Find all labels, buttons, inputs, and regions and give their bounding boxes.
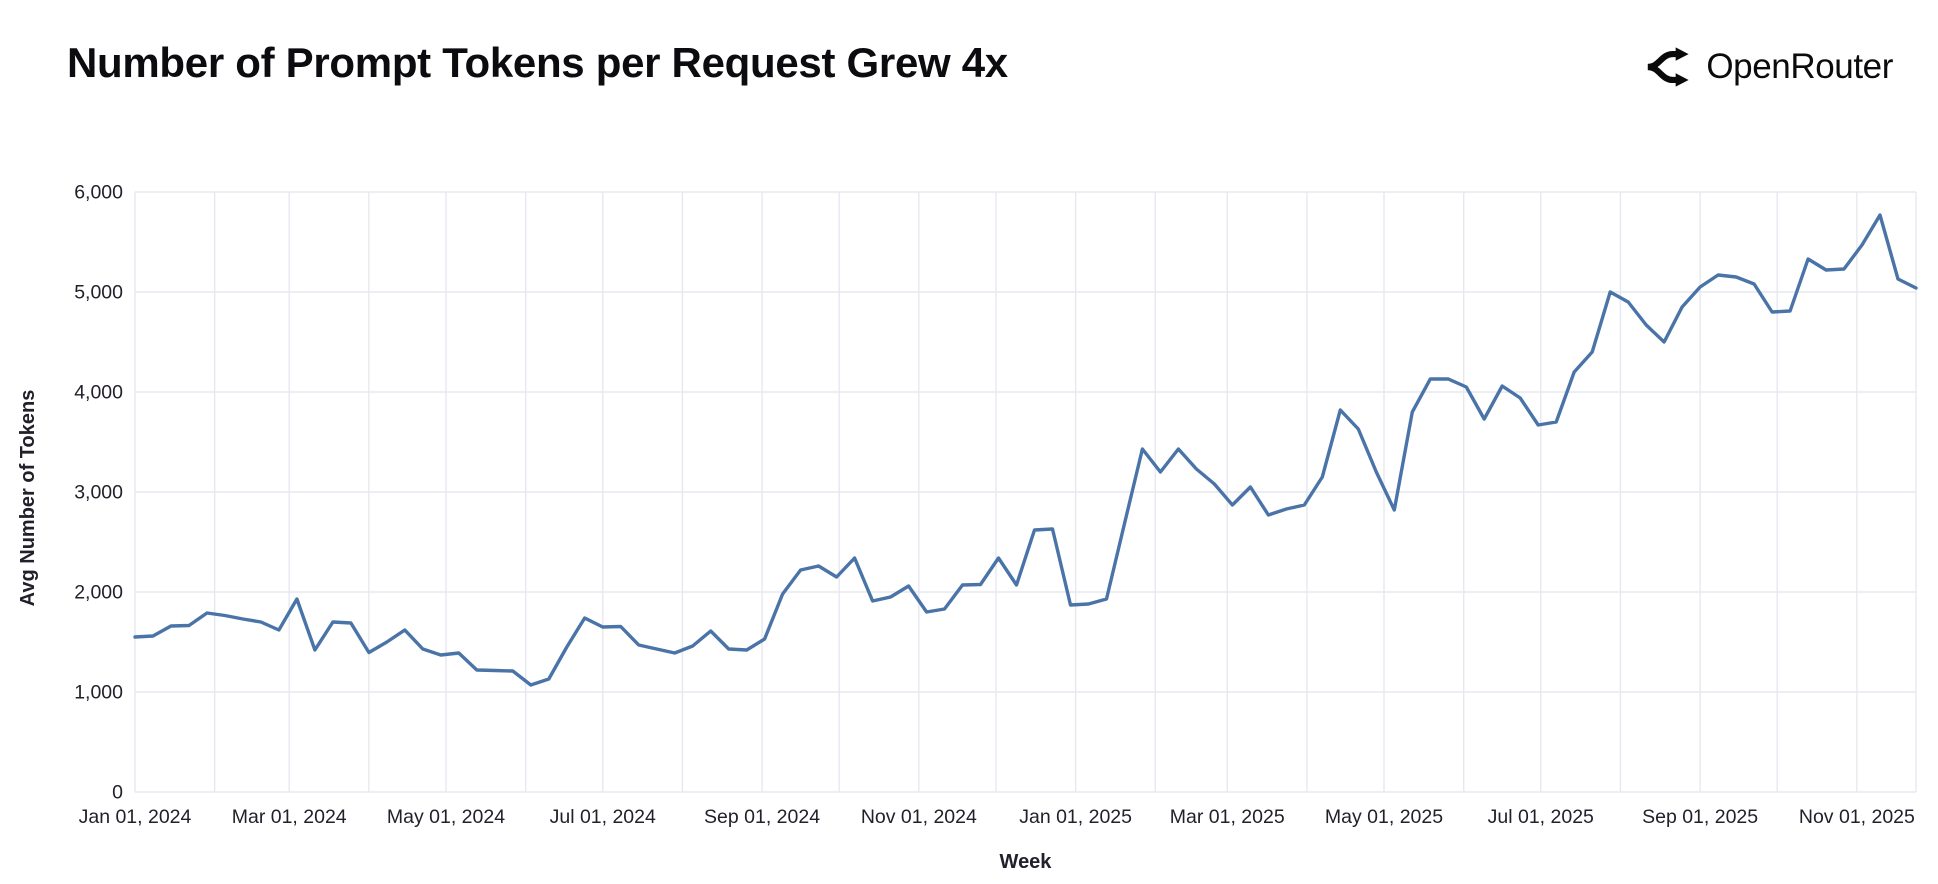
series-line[interactable] (133, 213, 1918, 687)
y-tick-label: 0 (112, 782, 123, 804)
x-tick-label: Jul 01, 2024 (550, 806, 656, 828)
y-tick-label: 5,000 (74, 282, 123, 304)
x-tick-label: Nov 01, 2025 (1799, 806, 1915, 828)
y-tick-label: 2,000 (74, 582, 123, 604)
openrouter-branch-arrows-icon (1645, 44, 1691, 90)
y-tick-label: 4,000 (74, 382, 123, 404)
chart-title: Number of Prompt Tokens per Request Grew… (67, 39, 1008, 86)
x-tick-label: Jul 01, 2025 (1488, 806, 1594, 828)
y-tick-label: 1,000 (74, 682, 123, 704)
y-tick-label: 6,000 (74, 182, 123, 204)
x-tick-label: Jan 01, 2024 (79, 806, 192, 828)
x-tick-label: May 01, 2025 (1325, 806, 1443, 828)
gridlines (134, 191, 1917, 793)
y-axis-tick-labels: 0 1,000 2,000 3,000 4,000 5,000 6,000 (74, 182, 123, 804)
x-tick-label: Sep 01, 2025 (1642, 806, 1758, 828)
x-axis-title: Week (1000, 851, 1053, 873)
x-tick-label: Sep 01, 2024 (704, 806, 820, 828)
y-axis-title: Avg Number of Tokens (17, 390, 39, 607)
openrouter-logo-text: OpenRouter (1706, 47, 1893, 86)
y-tick-label: 3,000 (74, 482, 123, 504)
x-tick-label: Mar 01, 2025 (1170, 806, 1285, 828)
x-axis-tick-labels: Jan 01, 2024 Mar 01, 2024 May 01, 2024 Jul … (79, 806, 1915, 828)
x-tick-label: Mar 01, 2024 (232, 806, 347, 828)
x-tick-label: May 01, 2024 (387, 806, 505, 828)
openrouter-logo[interactable]: OpenRouter (1645, 44, 1893, 90)
x-tick-label: Nov 01, 2024 (861, 806, 977, 828)
x-tick-label: Jan 01, 2025 (1019, 806, 1132, 828)
